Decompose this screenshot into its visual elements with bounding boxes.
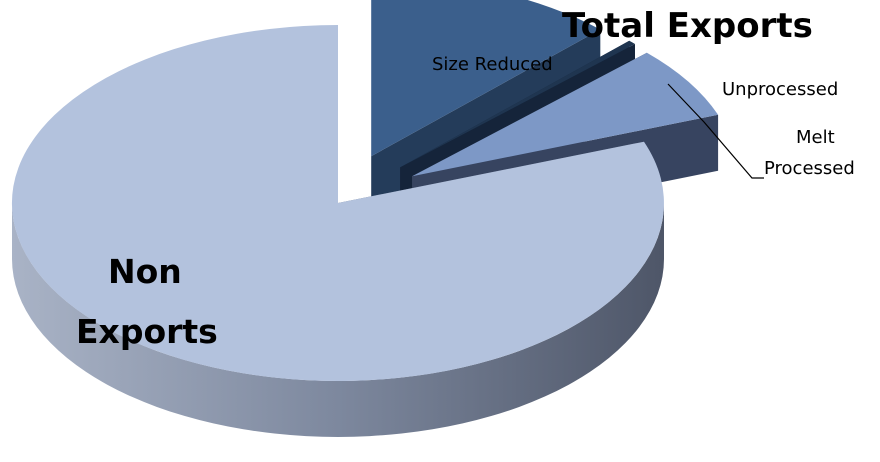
slice-rim	[12, 203, 664, 437]
pie-slice-non-exports	[11, 24, 664, 437]
label-melt-processed-line2: Processed	[764, 158, 855, 179]
label-melt-processed-line1: Melt	[796, 127, 835, 148]
slice-top	[11, 24, 664, 381]
slice-top	[412, 52, 719, 177]
slice-top	[371, 0, 601, 157]
label-unprocessed: Unprocessed	[722, 79, 839, 100]
label-size-reduced: Size Reduced	[432, 54, 553, 75]
leader-line	[667, 83, 764, 179]
label-non-exports-line2: Exports	[76, 312, 218, 351]
label-non-exports-line1: Non	[108, 252, 182, 291]
chart-title: Total Exports	[562, 6, 813, 46]
slice-top	[400, 40, 635, 168]
